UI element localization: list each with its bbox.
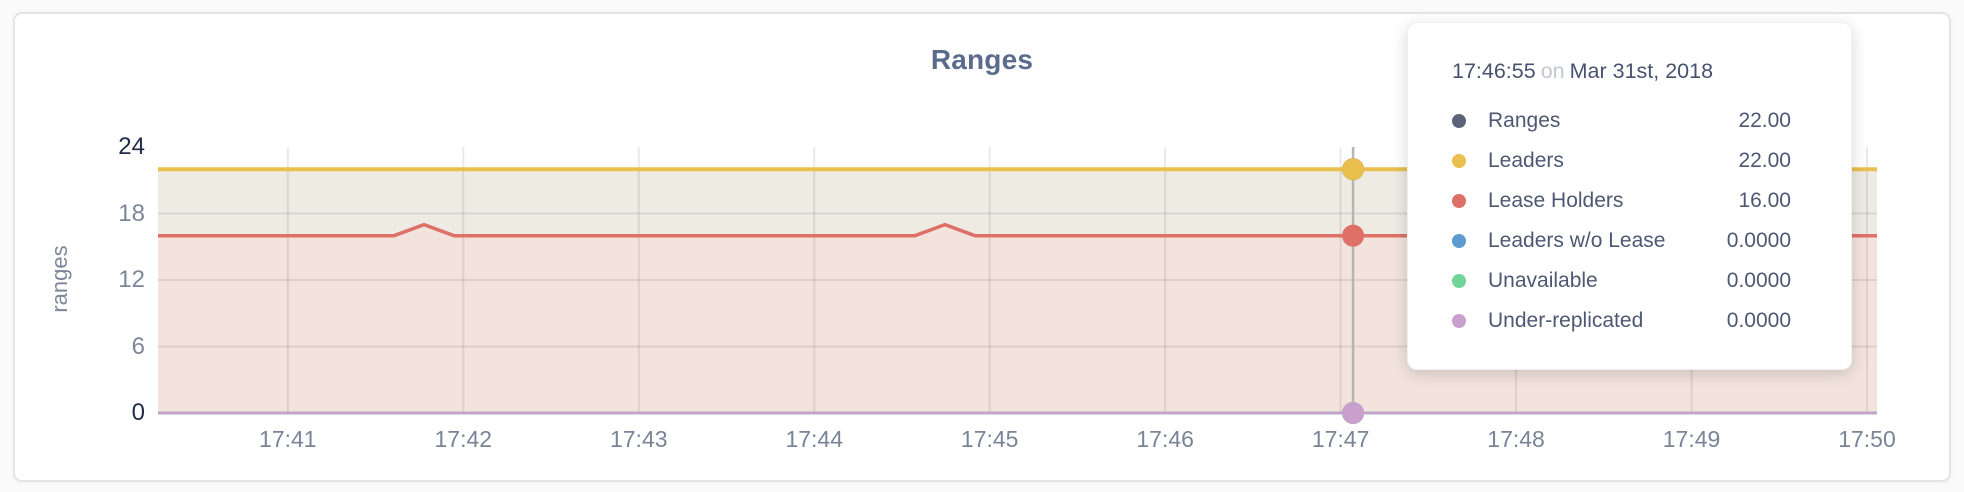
chart-title: Ranges (930, 44, 1034, 75)
x-axis-tick: 17:42 (434, 426, 493, 452)
x-axis-tick: 17:48 (1487, 426, 1545, 452)
tooltip-series-value: 22.00 (1738, 109, 1791, 132)
x-axis-tick: 17:49 (1662, 426, 1721, 452)
series-color-dot (1452, 114, 1466, 128)
y-axis-tick: 12 (118, 266, 145, 293)
tooltip-series-row: Leaders 22.00 (1452, 141, 1791, 181)
tooltip-series-row: Lease Holders 16.00 (1452, 181, 1791, 221)
y-axis-tick: 0 (131, 399, 145, 426)
tooltip-series-row: Leaders w/o Lease 0.0000 (1452, 221, 1791, 261)
x-axis-tick: 17:46 (1136, 426, 1194, 452)
series-color-dot (1452, 234, 1466, 248)
y-axis-tick: 6 (131, 332, 145, 360)
y-axis-tick: 18 (118, 199, 145, 227)
hover-dot-lease_holders (1342, 224, 1365, 247)
x-axis-tick: 17:43 (609, 426, 668, 452)
hover-dot-under_replicated (1342, 402, 1365, 424)
series-color-dot (1452, 194, 1466, 208)
series-color-dot (1452, 314, 1466, 328)
tooltip-series-label: Ranges (1488, 109, 1561, 132)
tooltip-series-value: 22.00 (1738, 149, 1791, 172)
tooltip-header: 17:46:55 on Mar 31st, 2018 (1452, 59, 1791, 93)
hover-dot-leaders (1342, 158, 1365, 181)
tooltip-time: 17:46:55 (1452, 59, 1536, 83)
tooltip-date: Mar 31st, 2018 (1569, 59, 1714, 83)
tooltip-series-value: 0.0000 (1726, 309, 1791, 332)
tooltip-series-label: Leaders (1488, 149, 1564, 172)
tooltip-series-value: 0.0000 (1726, 229, 1791, 252)
x-axis-tick: 17:45 (960, 426, 1019, 452)
x-axis-tick: 17:47 (1311, 426, 1370, 452)
x-axis-tick: 17:44 (785, 426, 843, 452)
y-axis-tick: 24 (118, 133, 145, 160)
x-axis-tick: 17:50 (1838, 426, 1896, 452)
chart-tooltip: 17:46:55 on Mar 31st, 2018 Ranges 22.00 Lead… (1407, 22, 1852, 370)
tooltip-series-label: Leaders w/o Lease (1488, 229, 1666, 252)
series-line-lease_holders (158, 222, 1877, 238)
x-axis-tick: 17:41 (259, 426, 317, 452)
tooltip-series-row: Unavailable 0.0000 (1452, 261, 1791, 301)
tooltip-series-row: Under-replicated 0.0000 (1452, 301, 1791, 341)
tooltip-on-word: on (1540, 59, 1565, 83)
tooltip-series-label: Under-replicated (1488, 309, 1644, 332)
tooltip-rows: Ranges 22.00 Leaders 22.00 Lease Holders 16.0… (1452, 101, 1791, 341)
tooltip-series-row: Ranges 22.00 (1452, 101, 1791, 141)
tooltip-series-label: Lease Holders (1488, 189, 1624, 212)
tooltip-series-value: 16.00 (1738, 189, 1791, 212)
series-color-dot (1452, 274, 1466, 288)
tooltip-series-value: 0.0000 (1726, 269, 1791, 292)
series-color-dot (1452, 154, 1466, 168)
tooltip-series-label: Unavailable (1488, 269, 1598, 292)
chart-card: Ranges ranges 0 6 12 18 24 17:41 17:42 17:43 17… (13, 12, 1951, 482)
